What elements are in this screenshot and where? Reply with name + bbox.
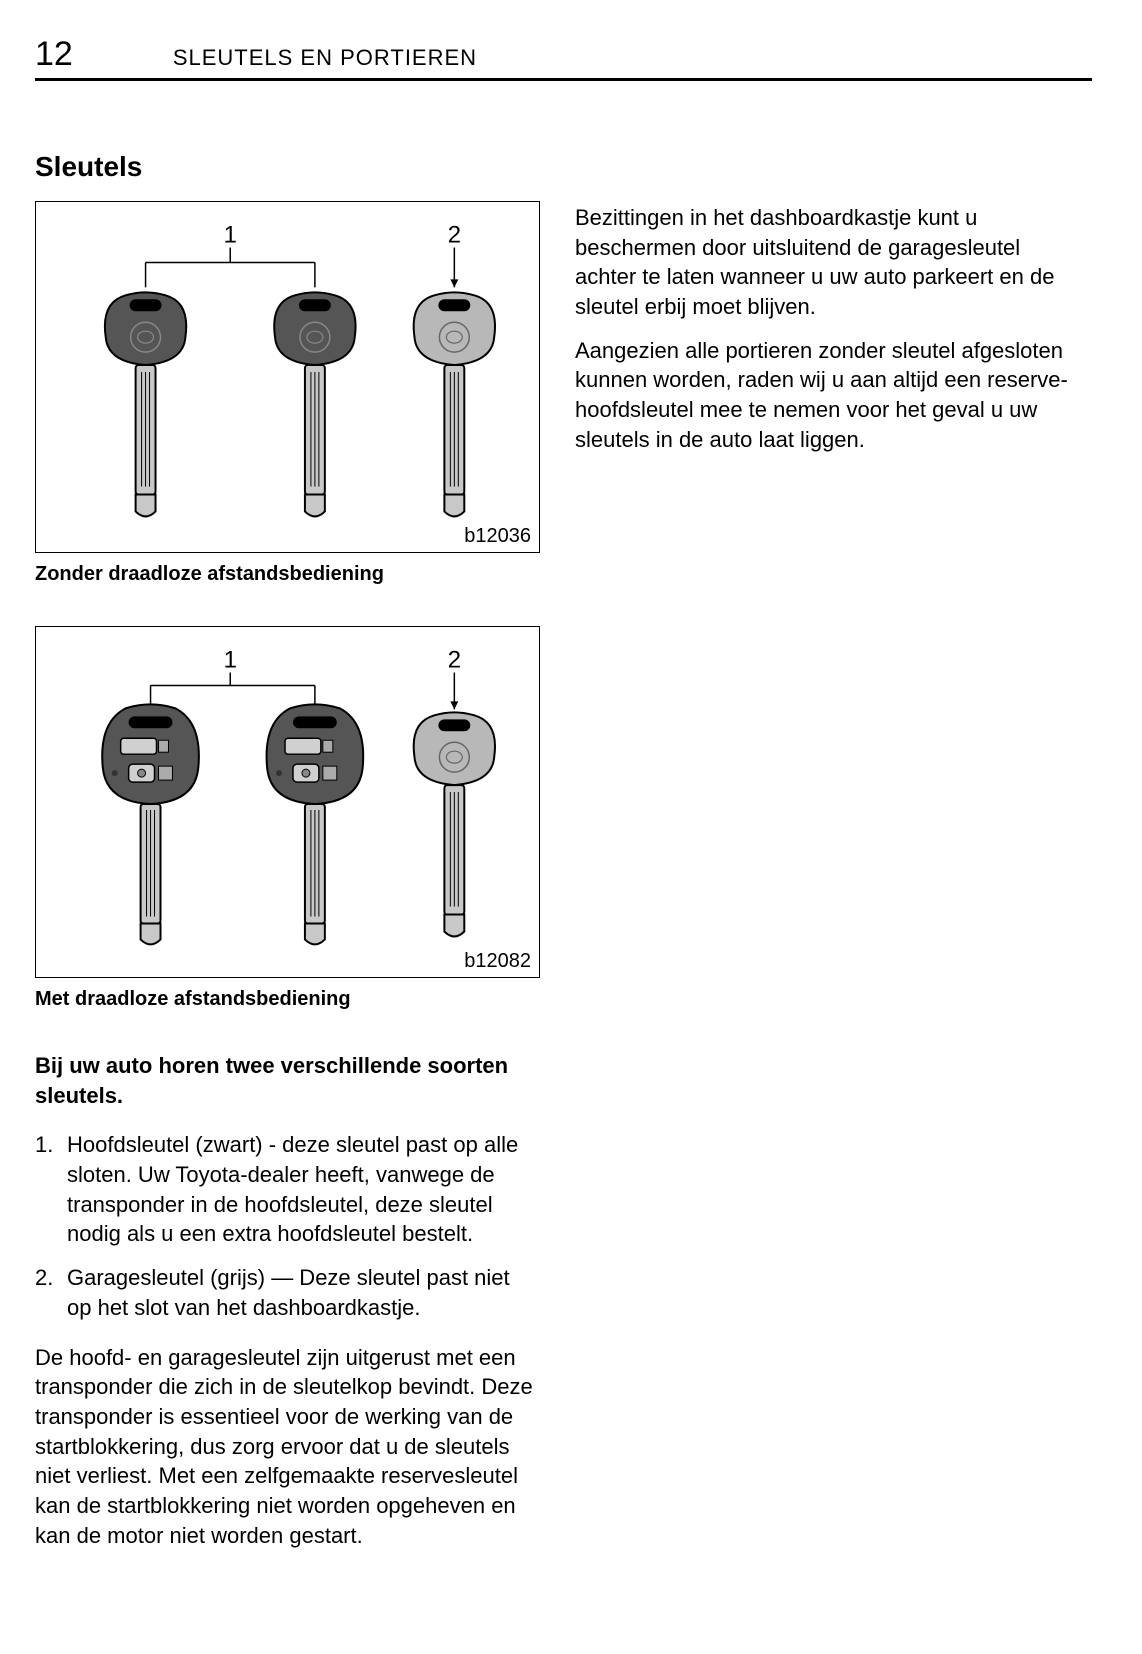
figure-code: b12082 (464, 950, 531, 973)
figure-caption-2: Met draadloze afstandsbediening (35, 988, 540, 1011)
paragraph-dashboard: Bezittingen in het dashboardkastje kunt … (575, 203, 1080, 322)
list-text: Garagesleutel (grijs) — Deze sleutel pas… (67, 1263, 540, 1322)
right-column: Bezittingen in het dashboardkastje kunt … (575, 151, 1080, 1564)
columns: Sleutels 1 2 (35, 151, 1092, 1564)
figure-keys-with-remote: 1 2 (35, 626, 540, 978)
key-master-2-icon (274, 292, 355, 516)
intro-bold: Bij uw auto horen twee verschillende soo… (35, 1051, 540, 1110)
key-type-list: 1. Hoofdsleutel (zwart) - deze sleutel p… (35, 1130, 540, 1322)
left-column: Sleutels 1 2 (35, 151, 540, 1564)
figure-code: b12036 (464, 525, 531, 548)
key-garage-icon (414, 292, 495, 516)
page-number: 12 (35, 35, 73, 74)
paragraph-transponder: De hoofd- en garagesleutel zijn uitgerus… (35, 1343, 540, 1551)
remote-key-1-icon (102, 704, 199, 944)
section-title: Sleutels (35, 151, 540, 183)
list-number: 2. (35, 1263, 67, 1322)
callout-label-1: 1 (224, 647, 237, 674)
paragraph-spare-key: Aangezien alle portieren zonder sleutel … (575, 336, 1080, 455)
list-number: 1. (35, 1130, 67, 1249)
page: 12 SLEUTELS EN PORTIEREN Sleutels 1 2 (0, 0, 1142, 1654)
garage-key-icon (414, 712, 495, 936)
header-title: SLEUTELS EN PORTIEREN (173, 45, 477, 71)
page-header: 12 SLEUTELS EN PORTIEREN (35, 35, 1092, 81)
callout-label-2: 2 (448, 647, 461, 674)
remote-key-2-icon (267, 704, 364, 944)
key-master-1-icon (105, 292, 186, 516)
figure-keys-no-remote: 1 2 (35, 201, 540, 553)
callout-label-2: 2 (448, 222, 461, 249)
list-item: 2. Garagesleutel (grijs) — Deze sleutel … (35, 1263, 540, 1322)
figure-caption-1: Zonder draadloze afstandsbediening (35, 563, 540, 586)
callout-label-1: 1 (224, 222, 237, 249)
list-text: Hoofdsleutel (zwart) - deze sleutel past… (67, 1130, 540, 1249)
list-item: 1. Hoofdsleutel (zwart) - deze sleutel p… (35, 1130, 540, 1249)
